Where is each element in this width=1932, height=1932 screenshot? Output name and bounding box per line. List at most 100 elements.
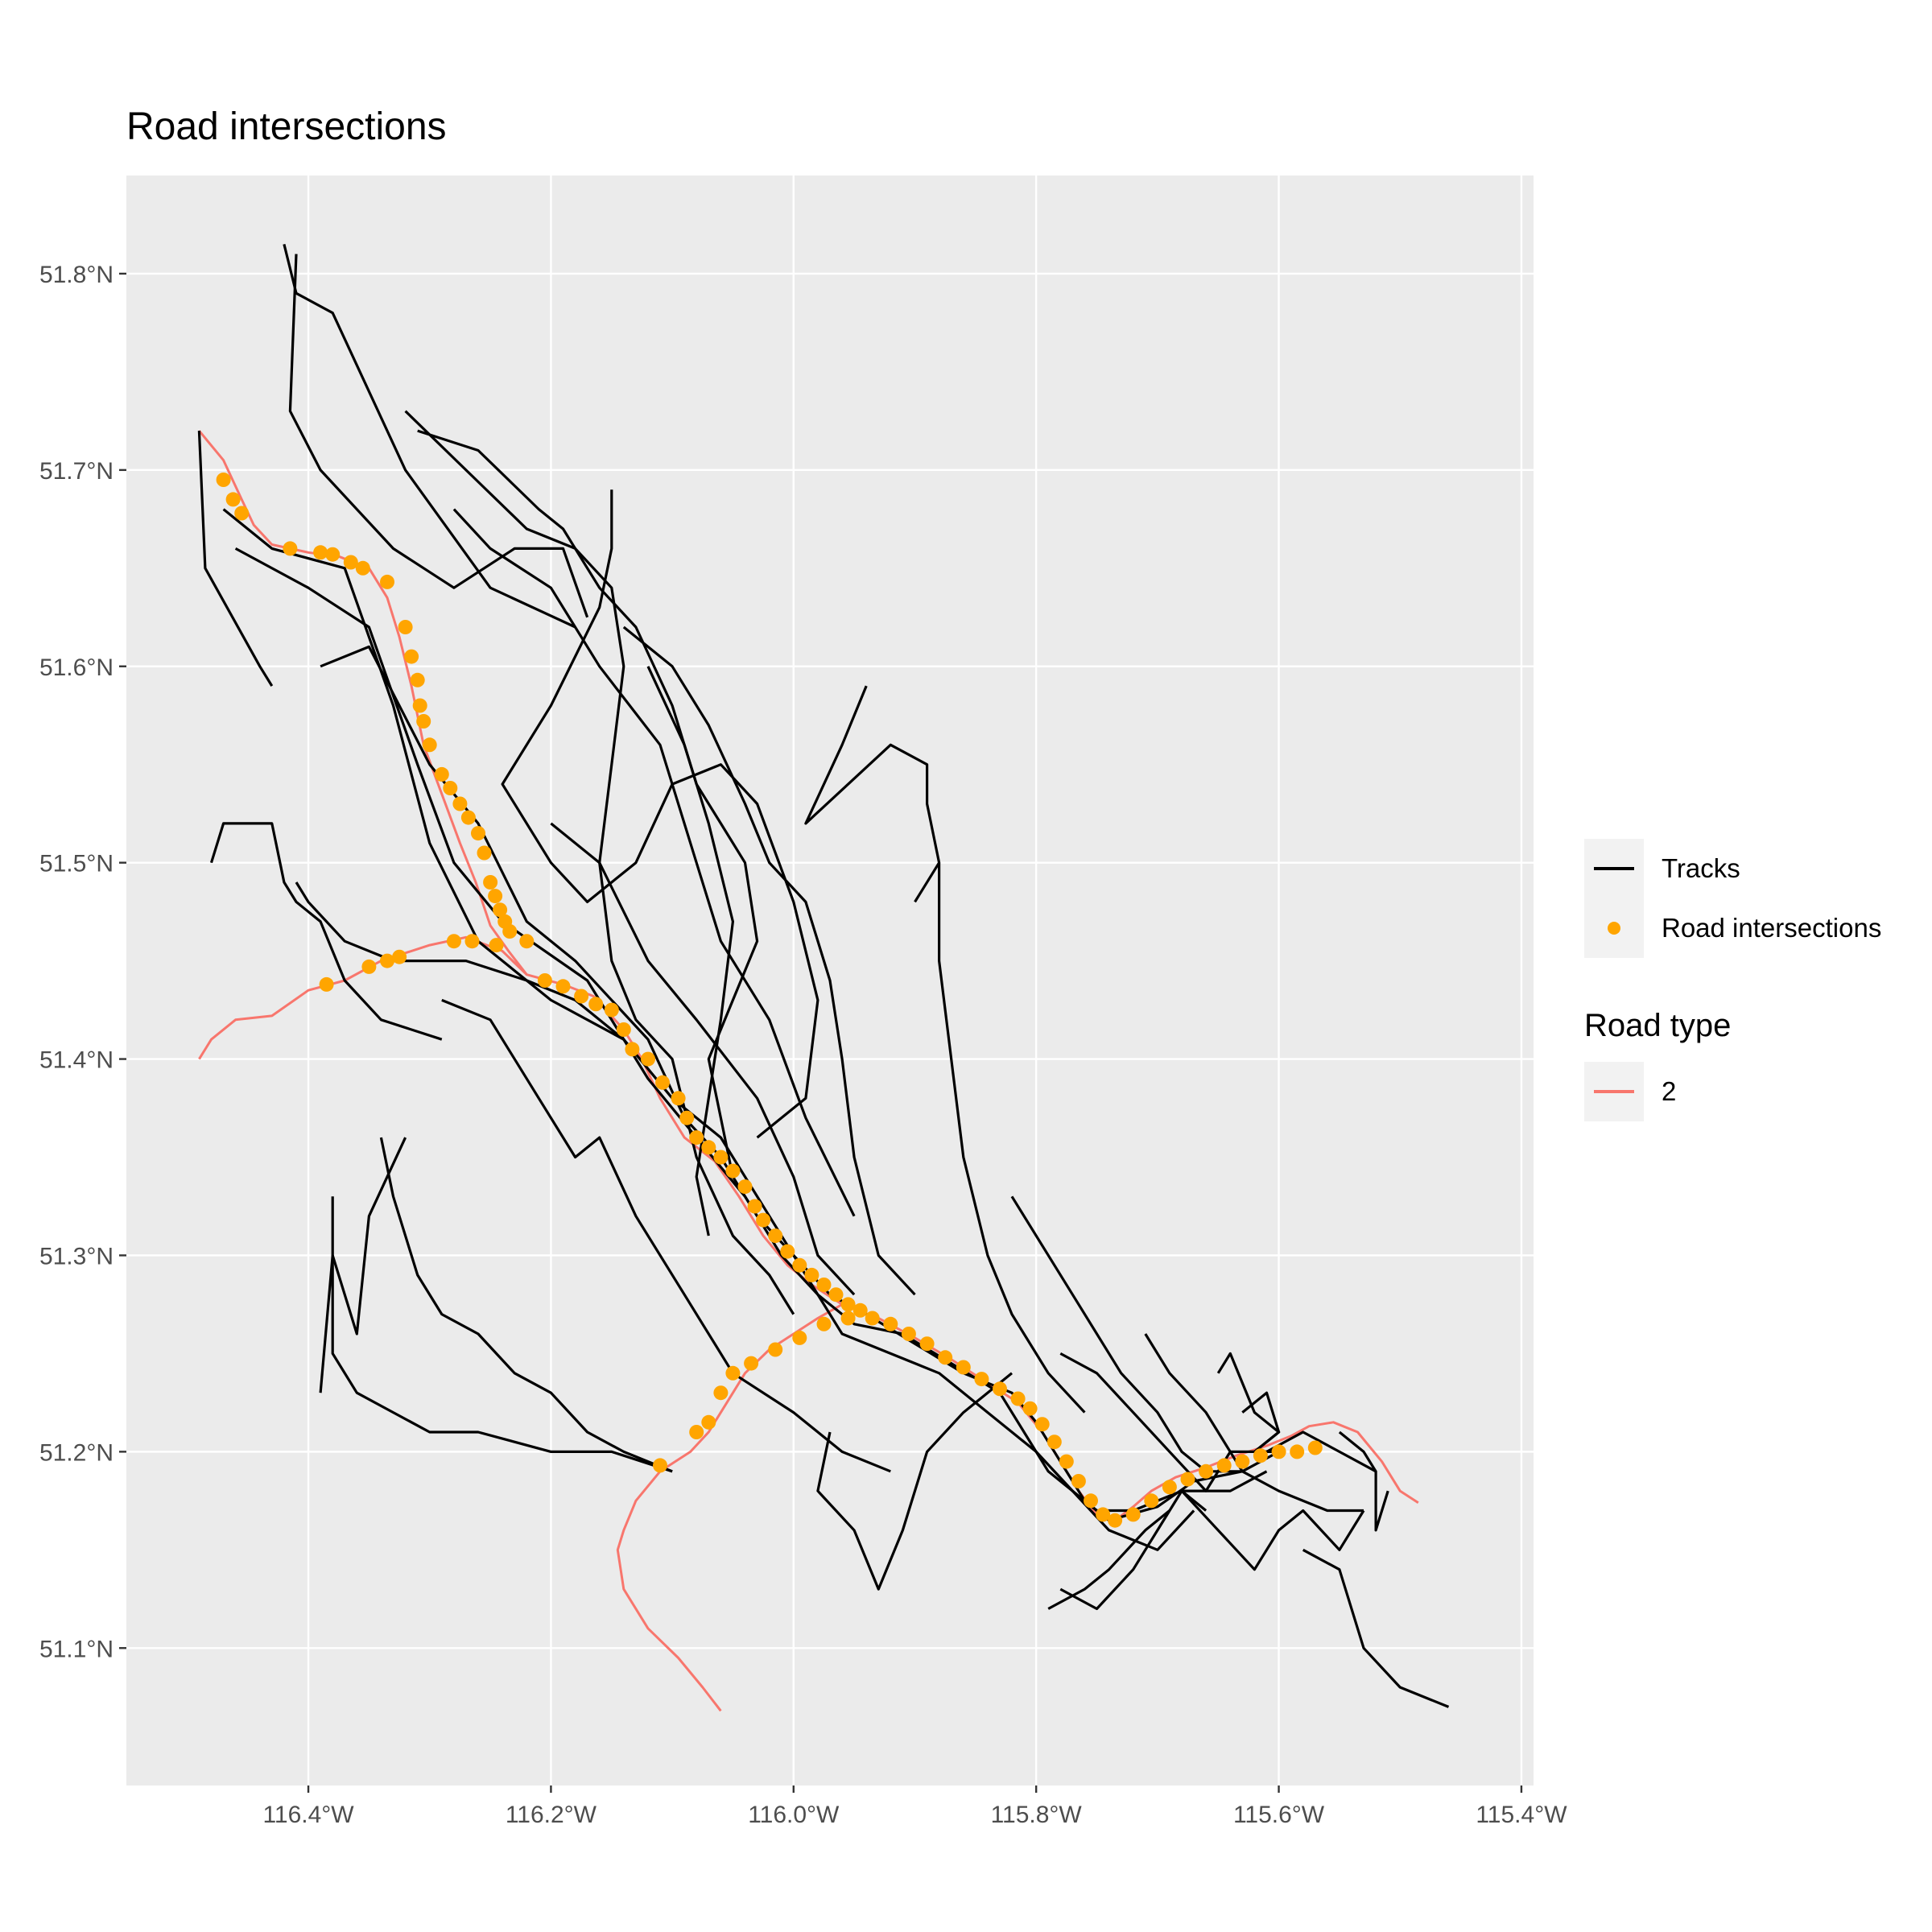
intersection-point xyxy=(701,1140,716,1155)
intersection-point xyxy=(689,1425,704,1439)
intersection-point xyxy=(993,1381,1007,1397)
y-tick-label: 51.8°N xyxy=(39,262,114,288)
intersection-point xyxy=(1010,1391,1026,1406)
intersection-point xyxy=(1071,1474,1086,1488)
legend-label-tracks: Tracks xyxy=(1662,853,1740,883)
y-tick-label: 51.3°N xyxy=(39,1243,114,1269)
legend: Tracks Road intersections Road type 2 xyxy=(1584,839,1922,1121)
track-line xyxy=(1302,1548,1450,1708)
intersection-point xyxy=(392,949,407,964)
y-tick-label: 51.7°N xyxy=(39,458,114,485)
x-tick-label: 115.6°W xyxy=(1233,1802,1325,1828)
intersection-point xyxy=(804,1267,819,1282)
intersection-point xyxy=(865,1311,880,1326)
track-line xyxy=(379,1137,673,1473)
intersection-point xyxy=(828,1287,844,1302)
track-line xyxy=(441,998,891,1473)
intersection-point xyxy=(410,672,425,687)
track-line xyxy=(1144,1333,1364,1513)
intersection-point xyxy=(840,1311,856,1326)
intersection-point xyxy=(446,934,461,949)
intersection-point xyxy=(493,902,508,918)
intersection-point xyxy=(1144,1493,1159,1509)
intersection-point xyxy=(434,766,449,782)
track-line xyxy=(295,881,625,1041)
y-tick-label: 51.4°N xyxy=(39,1047,114,1074)
intersection-point xyxy=(768,1228,783,1244)
intersection-point xyxy=(768,1342,783,1357)
road-line xyxy=(198,430,1419,1522)
intersection-point xyxy=(816,1316,832,1331)
chart-title: Road intersections xyxy=(126,105,447,148)
intersection-point xyxy=(1180,1472,1195,1487)
intersection-point xyxy=(555,979,571,994)
intersection-point xyxy=(422,737,437,753)
intersection-point xyxy=(780,1244,795,1259)
x-tick-label: 115.8°W xyxy=(991,1802,1083,1828)
intersection-point xyxy=(313,545,328,560)
intersection-point xyxy=(701,1414,716,1430)
x-tick-label: 116.2°W xyxy=(506,1802,597,1828)
intersection-point xyxy=(1022,1401,1038,1416)
intersection-point xyxy=(604,1002,619,1018)
track-line xyxy=(804,685,941,903)
y-tick-label: 51.2°N xyxy=(39,1439,114,1466)
intersection-point xyxy=(792,1330,807,1345)
track-line xyxy=(622,625,916,1296)
track-line xyxy=(319,1137,407,1393)
intersection-point xyxy=(452,796,468,811)
intersection-point xyxy=(679,1110,695,1125)
intersection-point xyxy=(574,989,589,1004)
intersection-point xyxy=(1271,1444,1286,1459)
legend-label-intersections: Road intersections xyxy=(1662,913,1882,943)
intersection-point xyxy=(483,875,498,890)
intersection-point xyxy=(1084,1493,1098,1509)
intersection-point xyxy=(689,1130,704,1146)
legend-item-tracks: Tracks xyxy=(1584,839,1922,898)
intersection-point xyxy=(641,1051,655,1067)
track-line xyxy=(197,431,274,687)
track-line xyxy=(937,862,1086,1414)
y-tick-label: 51.5°N xyxy=(39,851,114,877)
intersection-point xyxy=(840,1297,856,1312)
intersection-point xyxy=(747,1199,762,1214)
x-tick-label: 116.4°W xyxy=(262,1802,354,1828)
intersection-point xyxy=(502,924,518,939)
intersection-point xyxy=(974,1372,989,1387)
intersection-point xyxy=(488,889,503,904)
track-line xyxy=(222,508,1195,1551)
axis-layer: 116.4°W 116.2°W 116.0°W 115.8°W 115.6°W 115.4… xyxy=(39,262,1567,1828)
intersection-point xyxy=(655,1075,670,1090)
intersection-point xyxy=(938,1350,953,1365)
intersection-point xyxy=(477,845,492,861)
intersection-point xyxy=(519,934,535,949)
legend-key-road-2 xyxy=(1584,1062,1644,1121)
track-line xyxy=(1059,1489,1208,1611)
intersection-point xyxy=(956,1360,971,1375)
intersection-point xyxy=(625,1042,640,1057)
intersection-point xyxy=(1253,1448,1268,1463)
intersection-point xyxy=(1096,1507,1111,1522)
track-line xyxy=(646,666,735,1236)
intersection-point xyxy=(725,1163,741,1179)
intersection-point xyxy=(671,1091,686,1106)
intersection-point xyxy=(737,1179,753,1195)
intersection-point xyxy=(756,1212,771,1228)
track-line xyxy=(209,822,443,1041)
y-tick-label: 51.6°N xyxy=(39,654,114,681)
intersection-point xyxy=(355,560,370,576)
intersection-point xyxy=(537,973,552,988)
intersection-point xyxy=(1034,1417,1050,1432)
intersection-point xyxy=(443,781,458,795)
intersection-point xyxy=(216,473,231,487)
legend-key-tracks xyxy=(1584,839,1644,898)
intersection-point xyxy=(343,555,358,570)
track-line xyxy=(288,254,589,618)
road-line-icon xyxy=(1594,1090,1634,1093)
intersection-point xyxy=(852,1302,868,1318)
intersection-point xyxy=(653,1458,667,1473)
intersection-point xyxy=(588,997,604,1012)
intersection-point xyxy=(404,649,419,664)
intersection-point xyxy=(412,698,427,713)
intersection-point xyxy=(919,1336,935,1352)
